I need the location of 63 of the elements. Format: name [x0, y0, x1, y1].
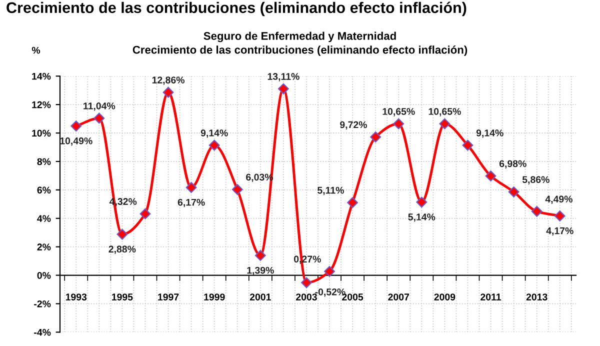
data-label: 1,39%: [247, 266, 274, 276]
x-tick-label: 2011: [480, 294, 502, 300]
y-tick-label: -2%: [34, 300, 51, 308]
y-tick-label: 12%: [32, 101, 51, 108]
x-tick-label: 2007: [388, 294, 410, 300]
data-label: 11,04%: [84, 102, 116, 111]
y-tick-label: 2%: [37, 244, 51, 250]
x-tick-label: 1993: [66, 294, 87, 300]
point: [370, 132, 382, 142]
y-axis-title: %: [32, 46, 40, 54]
point: [278, 83, 289, 94]
point: [554, 210, 566, 222]
x-tick-label: 2001: [250, 294, 271, 300]
data-label: 10,65%: [382, 108, 415, 116]
data-label: 9,72%: [340, 121, 367, 130]
data-label: 12,86%: [152, 76, 184, 85]
point: [208, 140, 220, 151]
y-tick-label: 6%: [37, 186, 51, 194]
point: [485, 170, 496, 182]
point: [232, 184, 243, 195]
chart-title: Seguro de Enfermedad y Maternidad: [204, 32, 396, 42]
point: [439, 118, 450, 130]
y-tick-label: 14%: [32, 72, 51, 80]
data-label: 13,11%: [268, 73, 300, 82]
data-label: 10,65%: [428, 108, 461, 116]
point: [94, 112, 105, 124]
data-label: 4,17%: [546, 227, 574, 236]
text: Crecimiento de las contribuciones (eliminando efecto inflación): [6, 2, 466, 16]
point: [531, 206, 542, 217]
y-tick-label: 8%: [37, 158, 51, 166]
data-label: 5,86%: [522, 176, 550, 184]
point: [324, 266, 335, 277]
point: [508, 186, 520, 198]
data-label: 2,88%: [108, 246, 136, 254]
x-tick-label: 2013: [526, 294, 548, 300]
point: [162, 86, 174, 98]
x-tick-label: 2003: [296, 294, 317, 300]
point: [462, 140, 474, 151]
data-label: 4,49%: [545, 196, 572, 204]
y-tick-label: 10%: [32, 130, 51, 137]
y-tick-label: 4%: [37, 215, 51, 222]
x-tick-label: 1997: [158, 294, 179, 300]
x-tick-label: 2009: [434, 294, 456, 300]
data-label: 9,14%: [476, 130, 504, 138]
point: [347, 197, 358, 208]
data-label: 6,17%: [178, 198, 205, 208]
data-label: 5,11%: [317, 186, 344, 196]
point: [186, 182, 197, 193]
y-tick-label: -4%: [34, 328, 51, 336]
x-tick-label: 1999: [204, 294, 225, 300]
point: [70, 120, 82, 132]
point: [140, 208, 151, 220]
point: [416, 196, 428, 208]
x-tick-label: 1995: [112, 294, 133, 300]
data-label: 5,14%: [408, 214, 436, 222]
point: [301, 277, 312, 288]
data-label: 6,98%: [499, 160, 526, 169]
data-label: 9,14%: [200, 130, 228, 138]
point: [393, 118, 404, 130]
point: [116, 228, 128, 240]
y-tick-label: 0%: [37, 272, 51, 279]
chart-subtitle: Crecimiento de las contribuciones (eliminando efecto inflación): [132, 45, 468, 56]
point: [254, 250, 266, 261]
